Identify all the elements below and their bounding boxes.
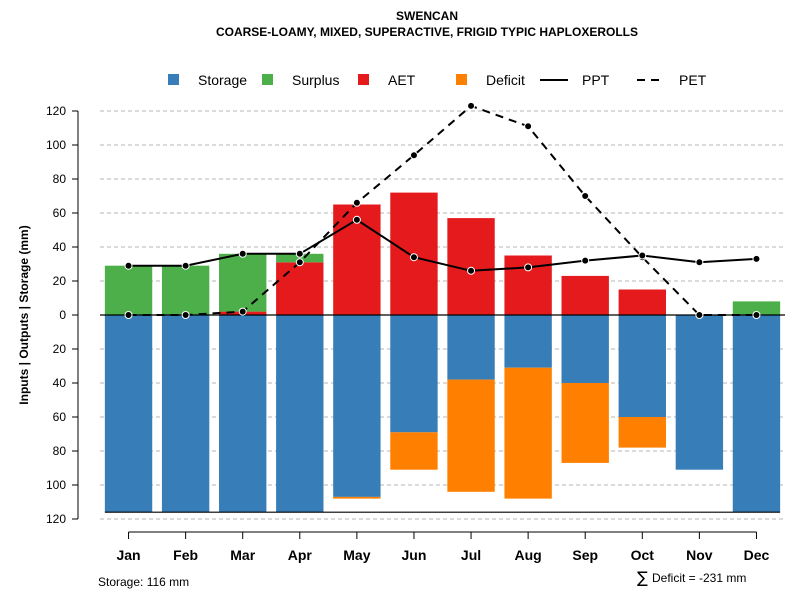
legend-label: Deficit (486, 72, 525, 88)
ppt-line-point (295, 249, 304, 258)
storage-bar (219, 315, 267, 513)
ppt-line-point (581, 256, 590, 265)
ppt-line-point (181, 261, 190, 270)
storage-bar (675, 315, 724, 470)
aet-bar (276, 262, 324, 315)
storage-annotation: Storage: 116 mm (98, 575, 189, 589)
surplus-bar (276, 253, 324, 263)
pet-line-point (695, 311, 704, 319)
legend-label: PPT (582, 72, 610, 88)
x-tick-label: Feb (173, 547, 198, 563)
deficit-bar (504, 367, 552, 499)
pet-line-point (181, 311, 190, 319)
x-tick-label: Apr (288, 547, 313, 563)
deficit-annotation: Deficit = -231 mm (652, 571, 746, 585)
pet-line-point (467, 101, 476, 110)
pet-line-point (124, 311, 133, 319)
pet-line (128, 104, 757, 316)
storage-bar (276, 315, 324, 513)
ppt-line-point (352, 215, 361, 224)
pet-line-point (352, 198, 361, 207)
y-tick-label: 20 (53, 274, 67, 288)
storage-bar (504, 315, 552, 368)
aet-bar (561, 275, 609, 315)
legend-label: AET (388, 72, 416, 88)
deficit-bar (618, 417, 666, 448)
surplus-bar (732, 301, 781, 315)
x-tick-label: Sep (572, 547, 598, 563)
x-tick-label: Aug (515, 547, 542, 563)
x-tick-label: Nov (686, 547, 713, 563)
sum-symbol: ∑ (637, 568, 648, 587)
ppt-line-point (238, 249, 247, 258)
y-tick-label: 60 (53, 410, 67, 424)
pet-line-point (752, 311, 761, 319)
ppt-line-point (638, 251, 647, 260)
legend: Storage Surplus AET Deficit PPT PET (168, 72, 707, 88)
y-tick-label: 40 (53, 240, 67, 254)
deficit-bar (333, 496, 381, 499)
storage-bar (561, 315, 609, 383)
legend-label: Storage (198, 72, 247, 88)
legend-label: PET (679, 72, 707, 88)
pet-line-point (409, 151, 418, 160)
storage-bar (161, 315, 210, 513)
series-lines (124, 101, 761, 319)
x-tick-label: Jul (461, 547, 481, 563)
ppt-line (128, 218, 757, 272)
pet-line-point (295, 258, 304, 267)
ppt-line-point (695, 258, 704, 267)
surplus-bar (161, 265, 210, 315)
chart-subtitle: COARSE-LOAMY, MIXED, SUPERACTIVE, FRIGID… (216, 25, 638, 39)
x-tick-label: Jun (402, 547, 427, 563)
pet-line-point (524, 122, 533, 131)
legend-label: Surplus (292, 72, 339, 88)
deficit-bar (447, 379, 495, 492)
x-tick-label: May (343, 547, 370, 563)
surplus-bar (219, 253, 267, 312)
legend-swatch (358, 74, 369, 85)
storage-bar (104, 315, 153, 513)
y-tick-label: 40 (53, 376, 67, 390)
pet-line-point (238, 307, 247, 316)
legend-swatch (456, 74, 467, 85)
ppt-line-point (124, 261, 133, 270)
ppt-line-point (409, 253, 418, 262)
bars (100, 192, 785, 513)
y-tick-label: 120 (46, 104, 66, 118)
y-tick-label: 100 (46, 478, 66, 492)
ppt-line-point (752, 254, 761, 263)
y-axis-label: Inputs | Outputs | Storage (mm) (17, 225, 31, 404)
ppt-line-point (467, 266, 476, 275)
storage-bar (732, 315, 781, 513)
pet-line-point (581, 192, 590, 200)
aet-bar (618, 289, 666, 315)
y-tick-label: 120 (46, 512, 66, 526)
y-tick-label: 0 (59, 308, 66, 322)
storage-bar (447, 315, 495, 380)
chart-title: SWENCAN (396, 9, 458, 23)
gridlines (100, 110, 785, 520)
x-tick-label: Mar (230, 547, 255, 563)
x-tick-label: Oct (631, 547, 655, 563)
storage-bar (333, 315, 381, 497)
deficit-bar (390, 432, 438, 470)
y-tick-label: 80 (53, 172, 67, 186)
y-tick-label: 20 (53, 342, 67, 356)
y-tick-label: 60 (53, 206, 67, 220)
x-tick-label: Dec (744, 547, 770, 563)
surplus-bar (104, 265, 153, 315)
ppt-line-point (524, 263, 533, 272)
axes: 120 100 80 60 40 20 0 20 40 60 80 100 120 Jan Feb Mar Ap… (46, 104, 770, 563)
legend-swatch (168, 74, 179, 85)
y-tick-label: 80 (53, 444, 67, 458)
y-tick-label: 100 (46, 138, 66, 152)
storage-bar (618, 315, 666, 417)
x-tick-label: Jan (116, 547, 140, 563)
storage-bar (390, 315, 438, 433)
legend-swatch (262, 74, 273, 85)
deficit-bar (561, 383, 609, 463)
